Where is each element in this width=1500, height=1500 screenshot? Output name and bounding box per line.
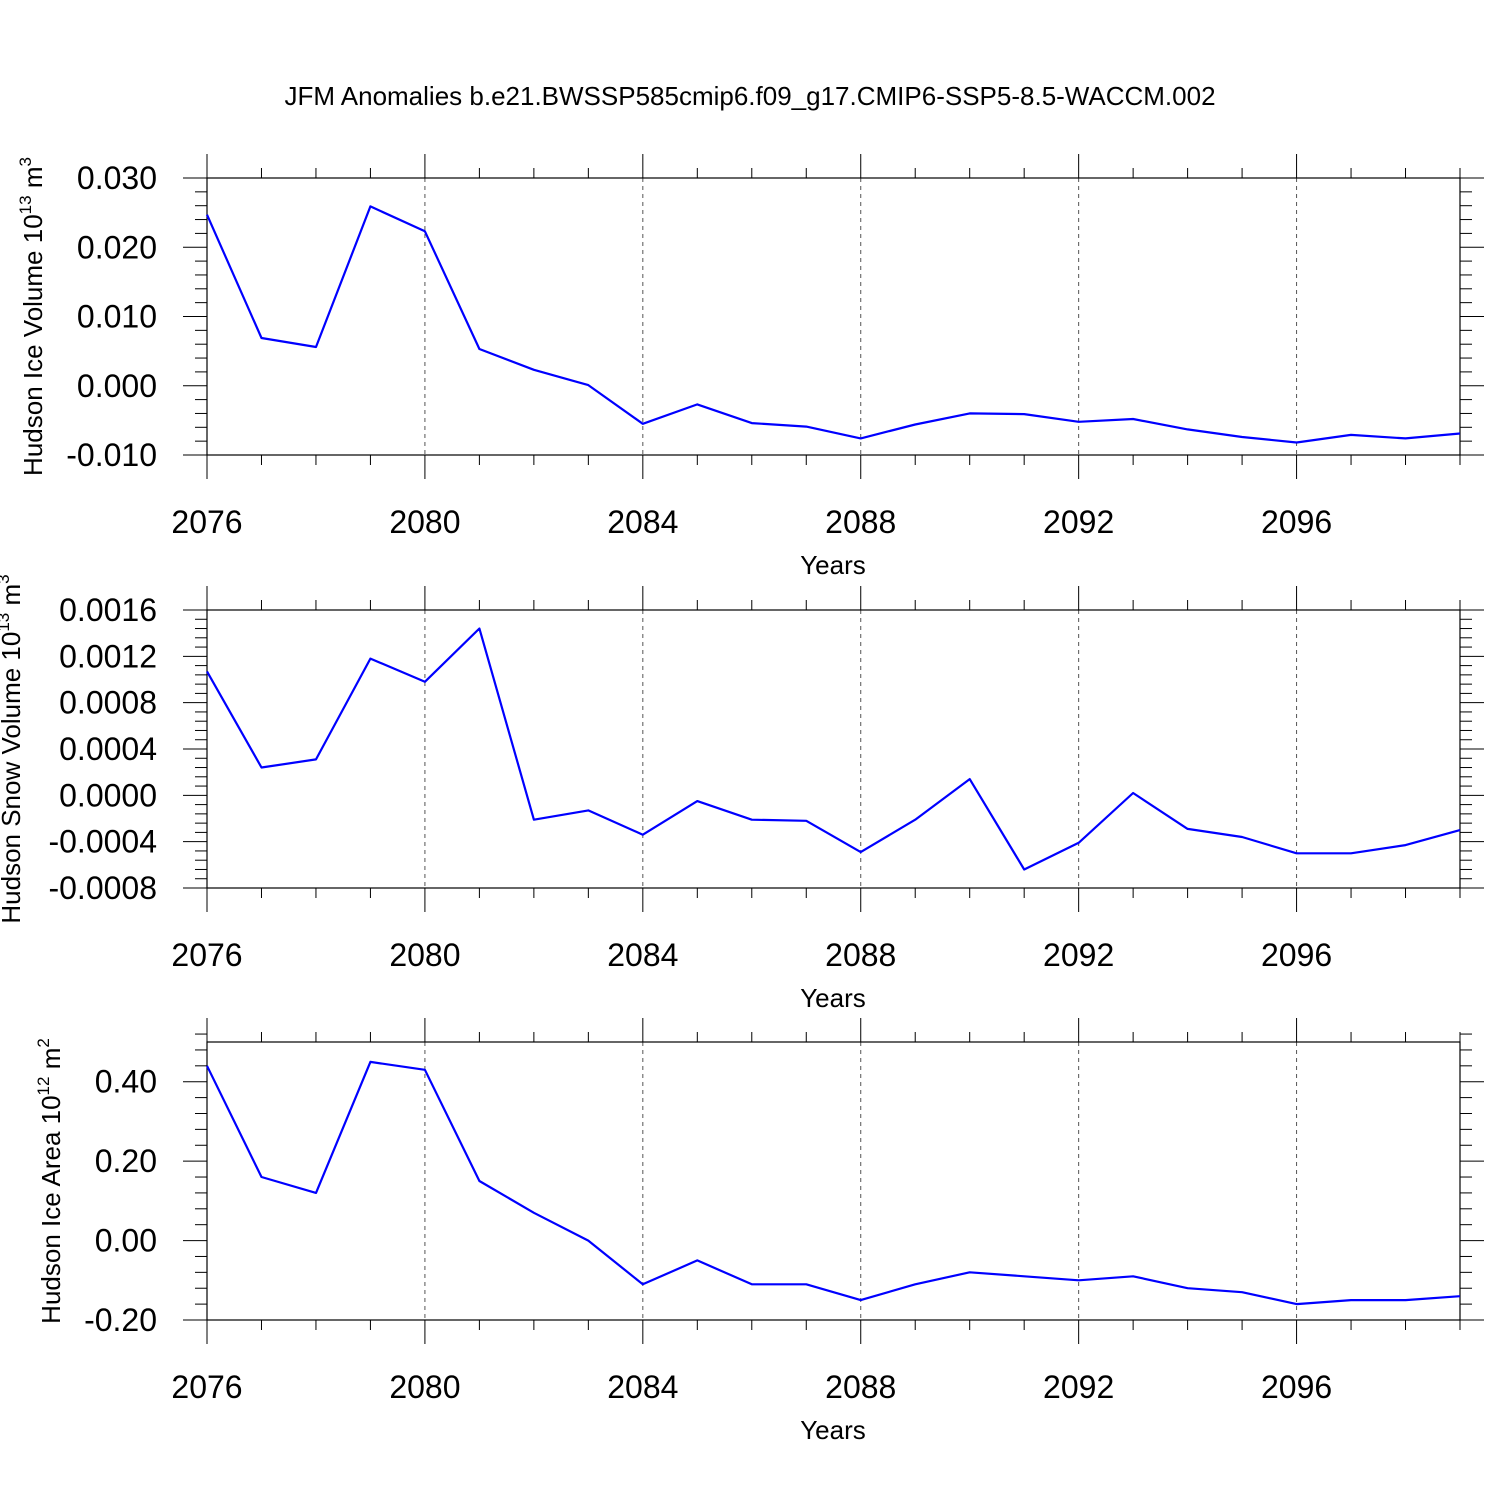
y-axis-label-unit: m [36,1048,66,1077]
y-tick-label: 0.0000 [59,777,157,813]
chart-panel-1: 2076 2080 2084 2088 2092 2096 Years -0.010 0.000… [16,154,1484,580]
y-tick-label: 0.20 [95,1143,157,1179]
y-axis-label: Hudson Snow Volume 1013 m3 [0,574,26,923]
y-tick-label: 0.010 [77,299,157,335]
y-axis-label-text: Hudson Ice Area 10 [36,1095,66,1323]
plot-frame [206,1041,1461,1321]
x-axis-label: Years [800,1415,866,1445]
y-axis-label-exponent: 12 [34,1077,53,1096]
series-line [205,205,1461,444]
x-tick-label: 2084 [607,937,678,973]
y-axis-label-exponent: 13 [0,613,13,632]
y-axis-label-unit: m [18,167,48,196]
x-tick-label: 2092 [1043,1369,1114,1405]
x-tick-label: 2084 [607,504,678,540]
x-tick-label: 2092 [1043,504,1114,540]
y-tick-label: 0.0016 [59,592,157,628]
x-tick-label: 2088 [825,504,896,540]
x-tick-label: 2076 [171,504,242,540]
figure-title: JFM Anomalies b.e21.BWSSP585cmip6.f09_g1… [284,81,1215,111]
y-axis-label: Hudson Ice Volume 1013 m3 [16,157,48,476]
y-tick-label: 0.030 [77,160,157,196]
x-tick-label: 2084 [607,1369,678,1405]
y-tick-label: 0.0004 [59,731,157,767]
y-axis-label-text: Hudson Snow Volume 10 [0,632,26,924]
y-axis-label: Hudson Ice Area 1012 m2 [34,1038,66,1324]
chart-panel-3: 2076 2080 2084 2088 2092 2096 Years -0.20 0.00 0.… [34,1018,1484,1445]
x-tick-label: 2096 [1261,504,1332,540]
x-tick-label: 2080 [389,504,460,540]
x-tick-label: 2076 [171,937,242,973]
x-tick-label: 2080 [389,1369,460,1405]
y-tick-label: 0.0012 [59,638,157,674]
x-axis-label: Years [800,983,866,1013]
x-tick-label: 2080 [389,937,460,973]
plot-frame [206,177,1461,456]
y-axis-label-text: Hudson Ice Volume 10 [18,214,48,476]
x-tick-label: 2096 [1261,937,1332,973]
y-tick-label: 0.40 [95,1064,157,1100]
y-tick-label: -0.20 [84,1302,157,1338]
y-tick-label: 0.020 [77,229,157,265]
series-line [206,1060,1461,1306]
y-axis-label-unit-exponent: 2 [34,1038,53,1047]
x-tick-label: 2092 [1043,937,1114,973]
y-tick-label: -0.0008 [48,870,157,906]
y-tick-label: 0.00 [95,1223,157,1259]
x-axis-label: Years [800,550,866,580]
x-tick-label: 2096 [1261,1369,1332,1405]
y-tick-label: 0.0008 [59,685,157,721]
y-axis-label-exponent: 13 [16,195,35,214]
y-axis-label-unit-exponent: 3 [0,574,13,583]
x-tick-label: 2076 [171,1369,242,1405]
series-line [206,627,1461,871]
y-tick-label: -0.0004 [48,824,157,860]
panels: 2076 2080 2084 2088 2092 2096Years-0.0100.000… [0,154,1484,1445]
y-tick-label: -0.010 [66,437,157,473]
x-tick-label: 2088 [825,1369,896,1405]
y-axis-label-unit: m [0,584,26,613]
chart-panel-2: 2076 2080 2084 2088 2092 2096 Years -0.0008 -0.0… [0,574,1484,1013]
x-tick-label: 2088 [825,937,896,973]
y-tick-label: 0.000 [77,368,157,404]
y-axis-label-unit-exponent: 3 [16,157,35,166]
